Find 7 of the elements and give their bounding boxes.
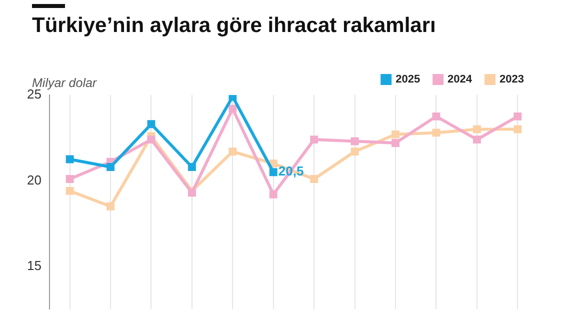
legend-label: 2025 (396, 74, 420, 86)
legend-label: 2023 (500, 74, 524, 86)
data-label: 20,5 (278, 164, 304, 179)
y-tick-label: 15 (26, 258, 42, 273)
chart-title: Türkiye’nin aylara göre ihracat rakamları (32, 14, 436, 38)
legend-label: 2024 (448, 74, 473, 86)
y-tick-label: 20 (26, 172, 42, 188)
